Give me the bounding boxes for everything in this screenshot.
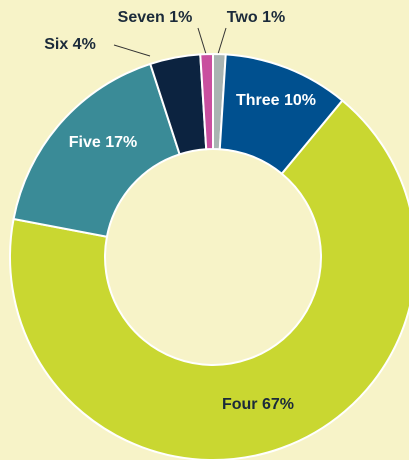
category-name: Seven	[118, 9, 165, 26]
donut-slice	[9, 99, 409, 460]
value-label: 10%	[284, 92, 316, 109]
leader-line	[217, 27, 227, 55]
category-name: Five	[69, 134, 101, 151]
value-label: 1%	[169, 9, 192, 26]
category-name: Six	[44, 36, 68, 53]
donut-slice	[12, 62, 181, 238]
value-label: 17%	[105, 134, 137, 151]
category-name: Two	[227, 9, 258, 26]
value-label: 4%	[73, 36, 96, 53]
leader-line	[197, 27, 207, 55]
slice-label: Four 67%	[222, 396, 294, 413]
slice-label: Seven 1%	[118, 9, 193, 26]
value-label: 1%	[262, 9, 285, 26]
slice-label: Six 4%	[44, 36, 96, 53]
leader-line	[113, 44, 151, 57]
category-name: Three	[236, 92, 280, 109]
category-name: Four	[222, 396, 258, 413]
donut-slice	[199, 52, 214, 151]
slice-label: Two 1%	[227, 9, 285, 26]
value-label: 67%	[262, 396, 294, 413]
slice-label: Five 17%	[69, 134, 138, 151]
slice-label: Three 10%	[236, 92, 316, 109]
